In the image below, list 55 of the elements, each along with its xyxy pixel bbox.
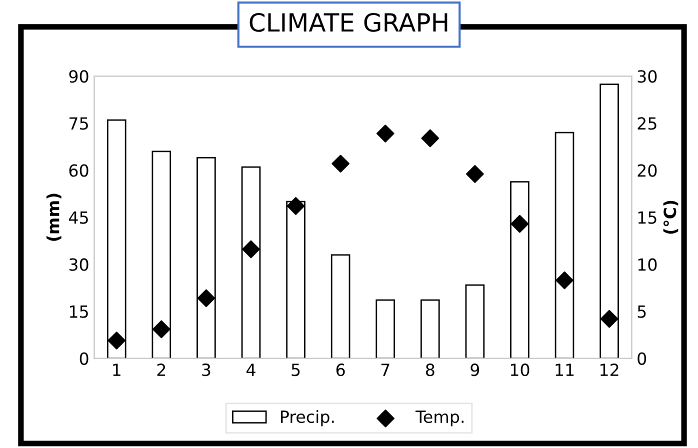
- bar: [241, 166, 261, 358]
- y2-tick-label: 5: [638, 306, 646, 318]
- bar: [152, 150, 172, 358]
- bar: [600, 84, 619, 358]
- x-tick-label: 9: [470, 364, 480, 376]
- point: [108, 332, 126, 350]
- y2-tick-label: 25: [638, 117, 656, 130]
- point: [197, 289, 216, 308]
- y2-tick-label: 10: [638, 258, 657, 271]
- y-tick-label: 45: [68, 211, 88, 224]
- y-tick-label: 60: [69, 164, 88, 177]
- legend-label: Temp.: [416, 410, 464, 426]
- bar: [465, 284, 485, 358]
- bar: [330, 254, 350, 358]
- point: [152, 320, 170, 338]
- x-tick-label: 8: [426, 364, 434, 376]
- y2-tick-label: 30: [638, 70, 657, 83]
- bar: [554, 132, 574, 358]
- y2-tick-label: 20: [638, 164, 657, 177]
- y-tick-label: 15: [70, 306, 88, 318]
- point: [242, 240, 260, 258]
- x-tick-label: 3: [202, 364, 210, 376]
- x-tick-label: 4: [246, 364, 256, 376]
- bar: [196, 157, 216, 358]
- bar: [286, 200, 306, 358]
- bar: [510, 181, 530, 358]
- point: [556, 271, 574, 290]
- x-tick-label: 1: [113, 364, 120, 376]
- point: [466, 165, 484, 183]
- point: [600, 310, 618, 328]
- point: [510, 214, 529, 233]
- bar: [376, 299, 396, 358]
- x-tick-label: 12: [600, 364, 618, 376]
- y2-axis-title: (°C): [663, 200, 678, 234]
- point: [332, 154, 350, 173]
- legend-label: Precip.: [281, 410, 334, 426]
- point: [286, 197, 305, 215]
- x-tick-label: 7: [381, 364, 390, 376]
- y-tick-label: 0: [80, 352, 88, 365]
- bar: [420, 299, 440, 358]
- y-tick-label: 90: [69, 70, 88, 83]
- x-tick-label: 2: [157, 364, 166, 376]
- point: [421, 129, 440, 148]
- y2-tick-label: 0: [638, 352, 646, 365]
- chart-title: CLIMATE GRAPH: [250, 12, 448, 32]
- y-axis-title: (mm): [46, 194, 62, 241]
- x-tick-label: 10: [510, 364, 530, 376]
- y-tick-label: 75: [70, 117, 88, 130]
- y2-tick-label: 15: [638, 211, 656, 224]
- bar: [106, 119, 126, 358]
- x-tick-label: 11: [556, 364, 574, 376]
- y-tick-label: 30: [69, 258, 88, 271]
- point: [376, 124, 394, 142]
- x-tick-label: 6: [336, 364, 345, 376]
- x-tick-label: 5: [292, 364, 300, 376]
